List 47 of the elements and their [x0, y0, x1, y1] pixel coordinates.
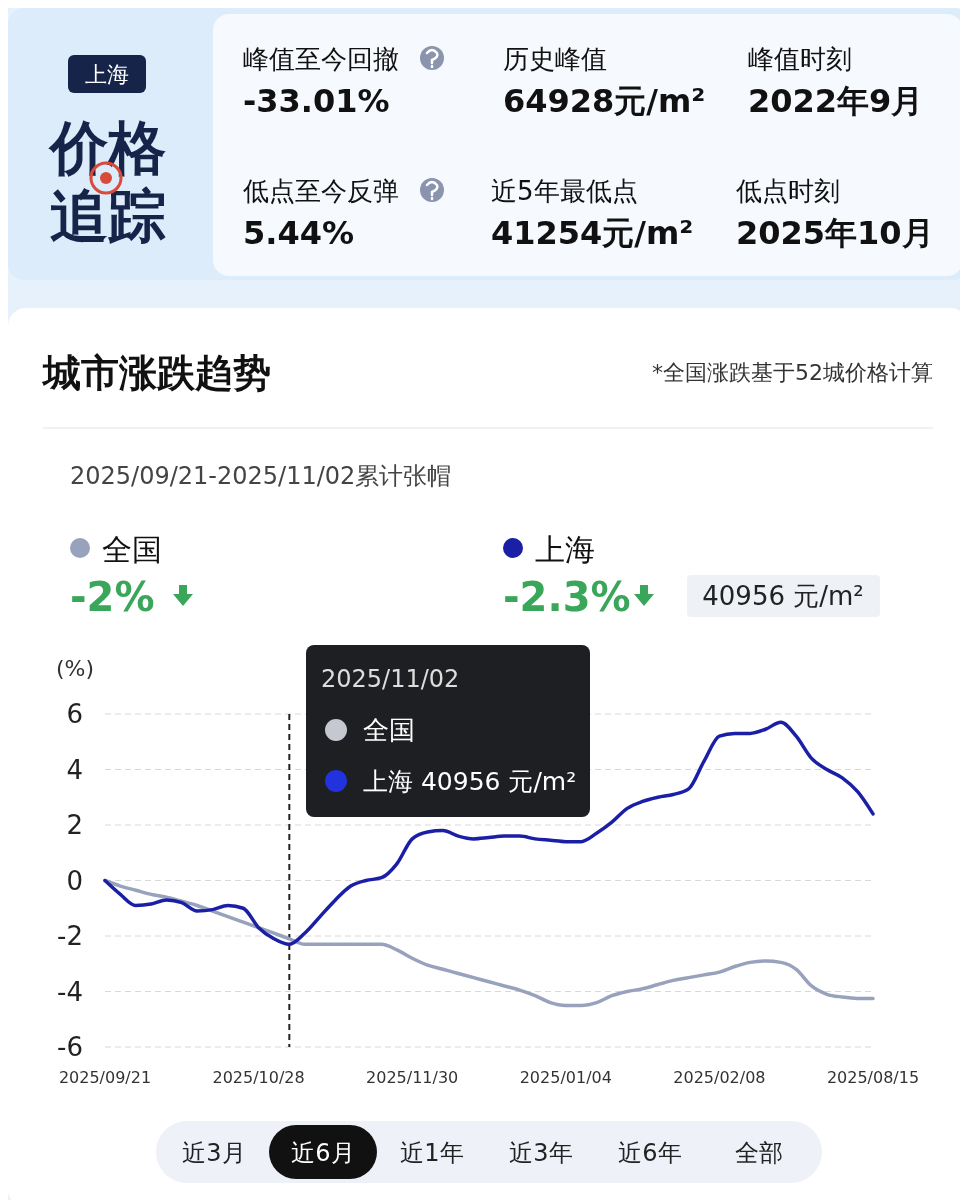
- x-tick-label: 2025/09/21: [58, 1068, 152, 1087]
- text: 近3年: [509, 1139, 573, 1167]
- line-series: [103, 720, 875, 947]
- line-series: [103, 878, 875, 1008]
- x-tick-label: 2025/01/04: [519, 1068, 612, 1087]
- text: -33.01%: [243, 82, 390, 120]
- x-tick-label: 2025/02/08: [673, 1068, 766, 1087]
- text: 低点至今反弹: [243, 176, 399, 206]
- y-tick-label: -4: [57, 976, 83, 1007]
- text: 近6月: [291, 1139, 355, 1167]
- text: -2%: [70, 574, 155, 620]
- text: 64928元/m²: [503, 82, 706, 120]
- chart-subtitle: 2025/09/21-2025/11/02累计张帽: [70, 462, 452, 490]
- text: 40956 元/m²: [702, 581, 864, 611]
- annotation: 上海 40956 元/m²: [363, 767, 577, 796]
- legend-label: 全国: [102, 532, 162, 567]
- text: 2025年10月: [736, 214, 934, 252]
- text: -2.3%: [503, 574, 631, 620]
- text: 2022年9月: [748, 82, 924, 120]
- text: 5.44%: [243, 214, 355, 252]
- annotation: 全国: [363, 715, 415, 745]
- x-tick-label: 2025/10/28: [212, 1068, 305, 1087]
- text: *全国涨跌基于52城价格计算: [652, 360, 933, 385]
- text: 价格追踪: [48, 114, 166, 250]
- y-tick-label: 6: [66, 699, 83, 729]
- text: 近1年: [400, 1139, 464, 1167]
- y-tick-label: 0: [66, 865, 83, 896]
- y-tick-label: 4: [66, 754, 83, 785]
- y-tick-label: 2: [66, 810, 83, 840]
- y-tick-label: -6: [57, 1032, 83, 1062]
- text: 上海: [85, 62, 129, 87]
- text: 全部: [735, 1139, 783, 1167]
- text: 近3月: [182, 1139, 246, 1167]
- y-tick-label: -2: [57, 921, 83, 951]
- text: 低点时刻: [736, 176, 840, 206]
- text: 历史峰值: [503, 44, 607, 74]
- legend-label: 上海: [535, 532, 595, 567]
- text: 41254元/m²: [491, 214, 694, 252]
- text: 近5年最低点: [491, 176, 638, 206]
- y-axis-title: (%): [56, 656, 95, 681]
- text: 近6年: [618, 1139, 682, 1167]
- text: 2025/11/02: [321, 665, 460, 693]
- text: 峰值时刻: [748, 44, 852, 74]
- chart-title: 城市涨跌趋势: [41, 351, 271, 395]
- text: 峰值至今回撤: [243, 44, 399, 74]
- x-tick-label: 2025/11/30: [366, 1068, 459, 1087]
- x-tick-label: 2025/08/15: [826, 1068, 920, 1087]
